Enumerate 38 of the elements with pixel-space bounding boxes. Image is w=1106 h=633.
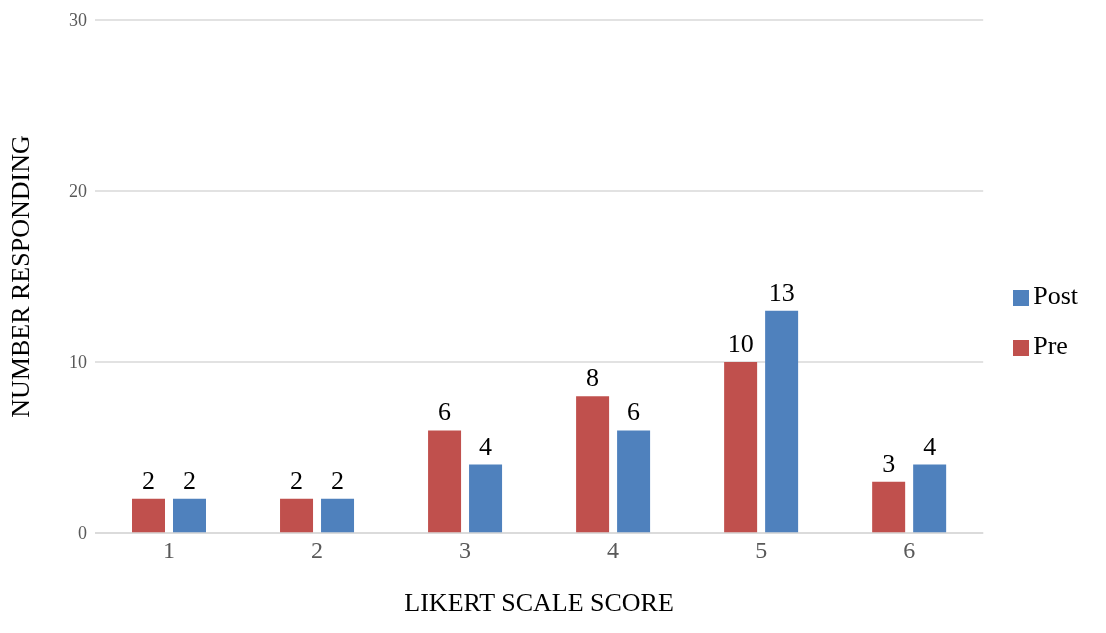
data-label: 2 (183, 465, 196, 495)
y-axis-title: NUMBER RESPONDING (6, 135, 36, 418)
legend-label: Pre (1033, 330, 1068, 360)
y-tick-label: 0 (78, 523, 87, 544)
x-tick-label: 2 (311, 537, 324, 564)
data-label: 4 (479, 431, 493, 461)
bar (576, 396, 610, 533)
data-label: 8 (586, 363, 600, 393)
x-tick-label: 4 (607, 537, 620, 564)
bar (765, 310, 799, 533)
legend-label: Post (1033, 280, 1078, 310)
data-label: 2 (331, 465, 345, 495)
x-axis-title: LIKERT SCALE SCORE (404, 588, 674, 617)
data-label: 13 (768, 277, 795, 307)
bar (321, 498, 355, 533)
bar (280, 498, 314, 533)
bar (469, 464, 503, 533)
x-tick-label: 3 (459, 537, 472, 564)
data-label: 10 (727, 329, 754, 358)
x-tick-label: 6 (903, 537, 916, 564)
bar (173, 498, 206, 533)
data-label: 4 (923, 431, 937, 461)
data-label: 6 (627, 397, 641, 427)
bar (428, 430, 462, 533)
data-label: 2 (290, 465, 304, 495)
bar (872, 481, 906, 533)
bar (617, 430, 651, 533)
y-tick-label: 20 (69, 181, 87, 202)
data-label: 6 (438, 397, 452, 427)
x-tick-label: 5 (755, 537, 768, 564)
y-tick-label: 30 (69, 10, 87, 31)
bar (132, 498, 165, 533)
y-tick-label: 10 (69, 352, 87, 373)
data-label: 3 (882, 448, 896, 478)
x-tick-label: 1 (163, 537, 176, 564)
bar (913, 464, 947, 533)
data-label: 2 (142, 465, 155, 495)
bar (724, 362, 758, 533)
